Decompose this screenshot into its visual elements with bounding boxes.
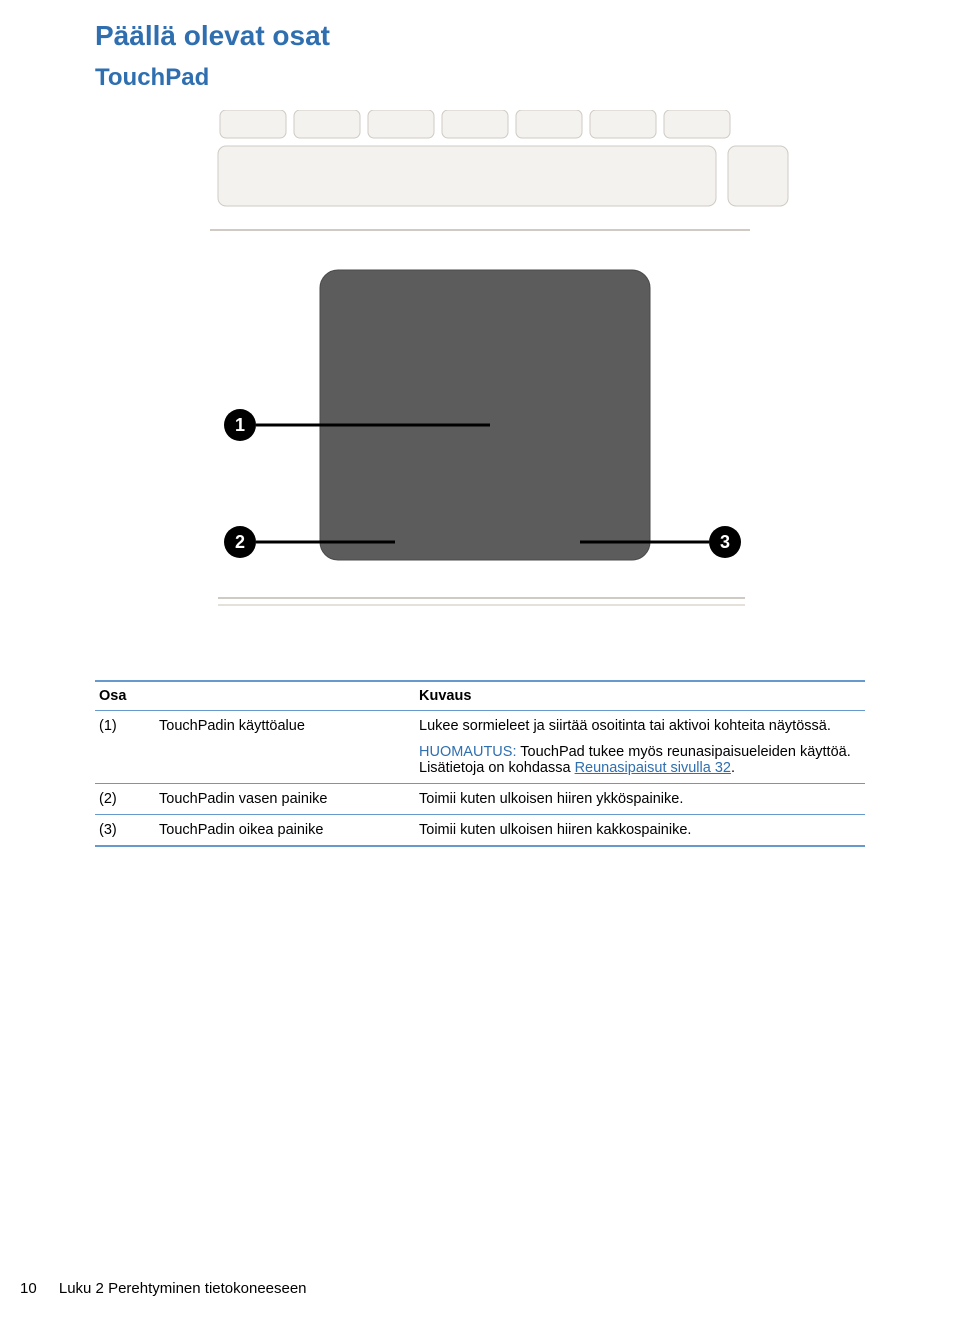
- note-label: HUOMAUTUS:: [419, 744, 516, 760]
- row-name: TouchPadin käyttöalue: [155, 711, 415, 784]
- row-desc: Lukee sormieleet ja siirtää osoitinta ta…: [415, 711, 865, 784]
- table-row: (3) TouchPadin oikea painike Toimii kute…: [95, 815, 865, 847]
- touchpad-diagram: 1 2 3: [160, 110, 800, 655]
- table-row: (1) TouchPadin käyttöalue Lukee sormiele…: [95, 711, 865, 784]
- main-heading: Päällä olevat osat: [95, 20, 865, 52]
- page-number: 10: [20, 1280, 37, 1297]
- chapter-label: Luku 2 Perehtyminen tietokoneeseen: [59, 1280, 307, 1297]
- note-link[interactable]: Reunasipaisut sivulla 32: [575, 760, 731, 776]
- row-desc: Toimii kuten ulkoisen hiiren ykköspainik…: [415, 784, 865, 815]
- row-num: (3): [95, 815, 155, 847]
- row-num: (2): [95, 784, 155, 815]
- svg-text:2: 2: [235, 532, 245, 552]
- touchpad-body: [320, 270, 650, 560]
- components-table: Osa Kuvaus (1) TouchPadin käyttöalue Luk…: [95, 680, 865, 847]
- page-footer: 10 Luku 2 Perehtyminen tietokoneeseen: [20, 1280, 307, 1297]
- row-num: (1): [95, 711, 155, 784]
- row-desc: Toimii kuten ulkoisen hiiren kakkospaini…: [415, 815, 865, 847]
- svg-text:1: 1: [235, 415, 245, 435]
- th-kuvaus: Kuvaus: [415, 681, 865, 711]
- sub-heading: TouchPad: [95, 64, 865, 92]
- row-name: TouchPadin oikea painike: [155, 815, 415, 847]
- row-name: TouchPadin vasen painike: [155, 784, 415, 815]
- th-osa: Osa: [95, 681, 415, 711]
- keyboard-row-2: [218, 146, 788, 206]
- keyboard-row-1: [220, 110, 730, 138]
- table-row: (2) TouchPadin vasen painike Toimii kute…: [95, 784, 865, 815]
- svg-text:3: 3: [720, 532, 730, 552]
